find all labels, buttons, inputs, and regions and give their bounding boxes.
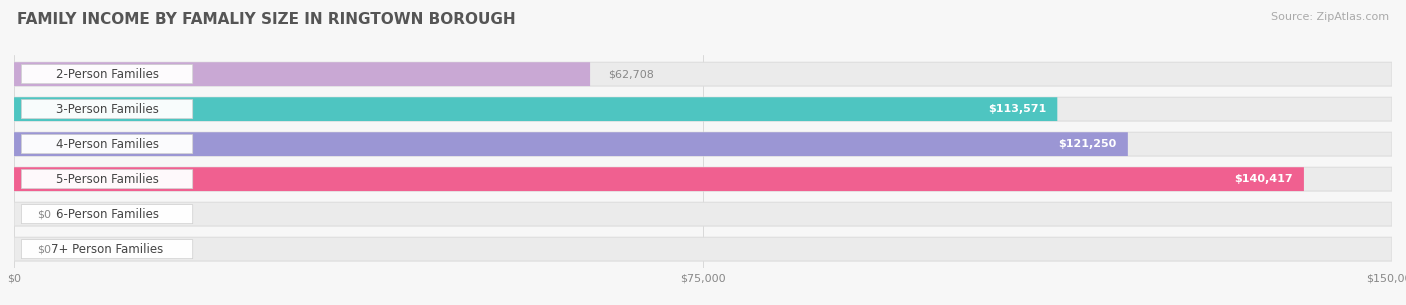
Text: $62,708: $62,708: [609, 69, 654, 79]
FancyBboxPatch shape: [21, 100, 193, 119]
Text: 6-Person Families: 6-Person Families: [56, 208, 159, 221]
Text: 3-Person Families: 3-Person Families: [56, 103, 159, 116]
Text: $113,571: $113,571: [988, 104, 1046, 114]
FancyBboxPatch shape: [21, 240, 193, 259]
FancyBboxPatch shape: [14, 62, 1392, 86]
FancyBboxPatch shape: [21, 65, 193, 84]
Text: 2-Person Families: 2-Person Families: [56, 68, 159, 81]
Text: 5-Person Families: 5-Person Families: [56, 173, 159, 186]
Text: 7+ Person Families: 7+ Person Families: [51, 243, 163, 256]
FancyBboxPatch shape: [14, 97, 1057, 121]
FancyBboxPatch shape: [21, 205, 193, 224]
Text: FAMILY INCOME BY FAMALIY SIZE IN RINGTOWN BOROUGH: FAMILY INCOME BY FAMALIY SIZE IN RINGTOW…: [17, 12, 516, 27]
FancyBboxPatch shape: [14, 167, 1392, 191]
FancyBboxPatch shape: [14, 62, 591, 86]
FancyBboxPatch shape: [14, 97, 1392, 121]
FancyBboxPatch shape: [14, 132, 1392, 156]
FancyBboxPatch shape: [14, 202, 1392, 226]
FancyBboxPatch shape: [14, 237, 1392, 261]
Text: $0: $0: [37, 244, 51, 254]
Text: $140,417: $140,417: [1234, 174, 1294, 184]
FancyBboxPatch shape: [21, 170, 193, 189]
Text: Source: ZipAtlas.com: Source: ZipAtlas.com: [1271, 12, 1389, 22]
FancyBboxPatch shape: [14, 132, 1128, 156]
Text: 4-Person Families: 4-Person Families: [56, 138, 159, 151]
FancyBboxPatch shape: [14, 167, 1303, 191]
FancyBboxPatch shape: [21, 135, 193, 154]
Text: $121,250: $121,250: [1059, 139, 1116, 149]
Text: $0: $0: [37, 209, 51, 219]
